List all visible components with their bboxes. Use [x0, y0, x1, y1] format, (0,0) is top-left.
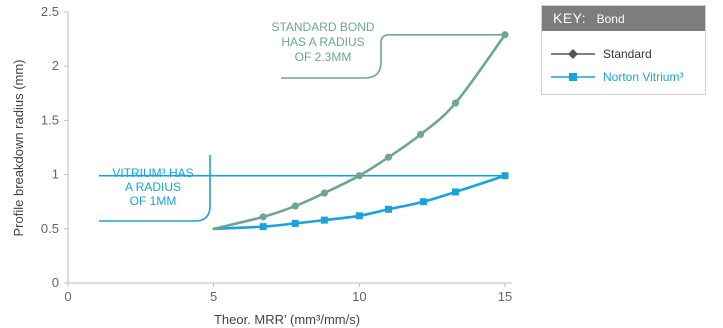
vitrium-callout-text: VITRIUM³ HAS — [112, 166, 193, 180]
legend-swatch-standard — [551, 49, 595, 59]
legend: KEY: Bond Standard Norton Vitrium³ — [541, 5, 706, 95]
legend-item-vitrium: Norton Vitrium³ — [551, 68, 683, 86]
x-axis-label: Theor. MRR’ (mm³/mm/s) — [214, 312, 360, 327]
y-tick-label: 0.5 — [41, 221, 59, 236]
x-tick-label: 10 — [352, 289, 366, 304]
y-axis-label: Profile breakdown radius (mm) — [11, 59, 26, 236]
data-point-standard — [259, 213, 267, 221]
data-point-vitrium — [320, 216, 328, 224]
data-point-vitrium — [451, 188, 459, 196]
x-tick-label: 15 — [498, 289, 512, 304]
legend-item-standard: Standard — [551, 45, 652, 63]
axes — [67, 12, 512, 284]
legend-header: KEY: Bond — [542, 6, 705, 31]
standard-callout-text: OF 2.3MM — [295, 50, 352, 64]
series-line-vitrium — [212, 174, 507, 231]
data-point-standard — [416, 130, 425, 139]
data-point-vitrium — [355, 212, 363, 220]
data-point-standard — [451, 99, 460, 107]
standard-callout-text: STANDARD BOND — [271, 20, 374, 34]
y-tick-label: 2 — [52, 58, 59, 73]
x-tick-label: 0 — [64, 289, 71, 304]
vitrium-callout-text: A RADIUS — [125, 180, 181, 194]
data-point-vitrium — [384, 205, 392, 213]
x-tick-label: 5 — [210, 289, 217, 304]
legend-label-vitrium: Norton Vitrium³ — [603, 70, 684, 84]
vitrium-callout-line — [99, 155, 211, 222]
y-tick-label: 1 — [52, 167, 59, 182]
y-tick-label: 1.5 — [41, 112, 59, 127]
legend-title: KEY: — [553, 10, 587, 26]
data-point-standard — [355, 172, 363, 180]
legend-subtitle: Bond — [596, 12, 625, 26]
y-tick-label: 2.5 — [41, 4, 59, 19]
legend-label-standard: Standard — [603, 47, 652, 61]
data-point-standard — [384, 153, 393, 161]
ticks: 0 0.5 1 1.5 2 2.5 0 5 10 15 — [41, 4, 512, 304]
standard-callout-line — [281, 33, 505, 79]
series-line-standard — [212, 33, 507, 231]
data-point-vitrium — [291, 219, 299, 227]
data-point-vitrium — [419, 198, 427, 206]
data-point-standard — [320, 189, 328, 197]
y-tick-label: 0 — [52, 275, 59, 290]
data-point-vitrium — [259, 223, 267, 231]
legend-swatch-vitrium — [551, 73, 595, 81]
vitrium-callout-text: OF 1MM — [130, 194, 177, 208]
standard-callout-text: HAS A RADIUS — [281, 35, 364, 49]
data-point-standard — [501, 31, 509, 39]
data-point-standard — [291, 202, 299, 210]
series — [212, 31, 509, 231]
data-point-vitrium — [501, 172, 509, 180]
